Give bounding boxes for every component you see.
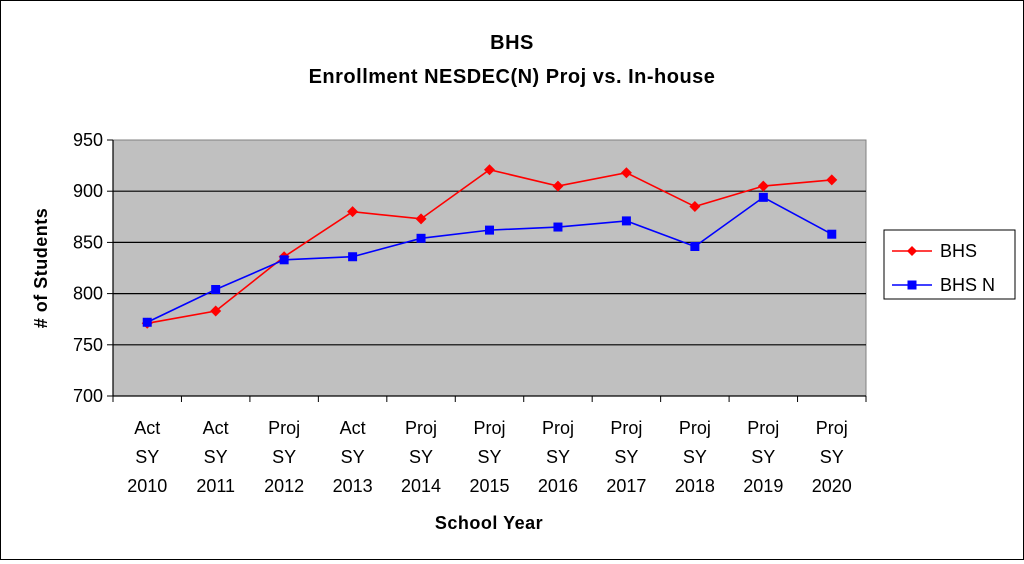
x-tick-label: SY xyxy=(409,447,433,467)
x-tick-label: 2012 xyxy=(264,476,304,496)
x-tick-label: 2016 xyxy=(538,476,578,496)
y-axis-title: # of Students xyxy=(31,208,51,329)
legend-label: BHS N xyxy=(940,275,995,295)
data-point xyxy=(620,167,632,179)
x-tick-label: SY xyxy=(683,447,707,467)
y-tick-label: 750 xyxy=(73,335,103,355)
x-tick-label: Act xyxy=(340,418,366,438)
legend: BHS BHS N xyxy=(883,229,1016,300)
data-point xyxy=(689,201,701,213)
x-tick-label: SY xyxy=(341,447,365,467)
x-tick-label: SY xyxy=(272,447,296,467)
data-point xyxy=(210,305,222,317)
data-point xyxy=(621,216,631,226)
x-tick-label: SY xyxy=(614,447,638,467)
x-tick-label: 2011 xyxy=(196,476,235,496)
data-point xyxy=(485,225,494,235)
x-tick-label: Proj xyxy=(542,418,574,438)
x-tick-label: 2014 xyxy=(401,476,441,496)
x-tick-label: Proj xyxy=(816,418,848,438)
data-point xyxy=(690,241,700,251)
data-point xyxy=(552,180,564,192)
data-point xyxy=(416,233,426,243)
legend-label: BHS xyxy=(940,241,977,261)
y-tick-labels: 950 900 850 800 750 700 xyxy=(73,130,103,406)
data-point xyxy=(553,222,563,232)
x-tick-label: SY xyxy=(546,447,570,467)
x-axis-title: School Year xyxy=(435,513,543,533)
x-tick-label: Act xyxy=(203,418,229,438)
x-tick-labels: Act SY 2010 Act SY 2011 Proj SY 2012 Act SY 2013 Pro… xyxy=(127,418,852,496)
x-tick-label: Proj xyxy=(473,418,505,438)
x-tick-label: 2019 xyxy=(743,476,783,496)
x-tick-label: 2015 xyxy=(469,476,509,496)
data-point xyxy=(211,285,221,295)
x-tick-label: 2020 xyxy=(812,476,852,496)
x-tick-label: Proj xyxy=(268,418,300,438)
data-point xyxy=(279,255,289,265)
x-tick-label: Proj xyxy=(405,418,437,438)
data-point xyxy=(484,164,495,176)
data-point xyxy=(347,206,359,218)
data-point xyxy=(142,317,152,327)
legend-marker xyxy=(907,246,917,256)
x-tick-label: SY xyxy=(204,447,228,467)
axes xyxy=(107,139,867,402)
data-point xyxy=(826,174,838,186)
data-point xyxy=(415,213,427,225)
x-tick-label: Proj xyxy=(679,418,711,438)
x-tick-label: 2017 xyxy=(606,476,646,496)
x-tick-label: 2010 xyxy=(127,476,167,496)
x-tick-label: Proj xyxy=(747,418,779,438)
y-tick-label: 950 xyxy=(73,130,103,150)
series-markers xyxy=(141,164,838,329)
y-tick-label: 850 xyxy=(73,232,103,252)
x-tick-label: SY xyxy=(477,447,501,467)
data-point xyxy=(827,229,837,239)
y-tick-label: 700 xyxy=(73,386,103,406)
legend-marker xyxy=(907,280,917,290)
data-point xyxy=(348,252,358,262)
y-tick-label: 900 xyxy=(73,181,103,201)
x-tick-label: SY xyxy=(751,447,775,467)
x-tick-label: 2018 xyxy=(675,476,715,496)
x-tick-label: Proj xyxy=(610,418,642,438)
x-tick-label: SY xyxy=(135,447,159,467)
x-tick-label: Act xyxy=(134,418,160,438)
x-tick-label: 2013 xyxy=(333,476,373,496)
x-tick-label: SY xyxy=(820,447,844,467)
chart-title: BHS xyxy=(490,32,534,54)
plot-area xyxy=(112,139,867,397)
legend-box xyxy=(883,229,1016,300)
data-point xyxy=(758,192,768,202)
chart-subtitle: Enrollment NESDEC(N) Proj vs. In-house xyxy=(309,66,716,88)
y-tick-label: 800 xyxy=(73,284,103,304)
data-point xyxy=(757,180,769,192)
